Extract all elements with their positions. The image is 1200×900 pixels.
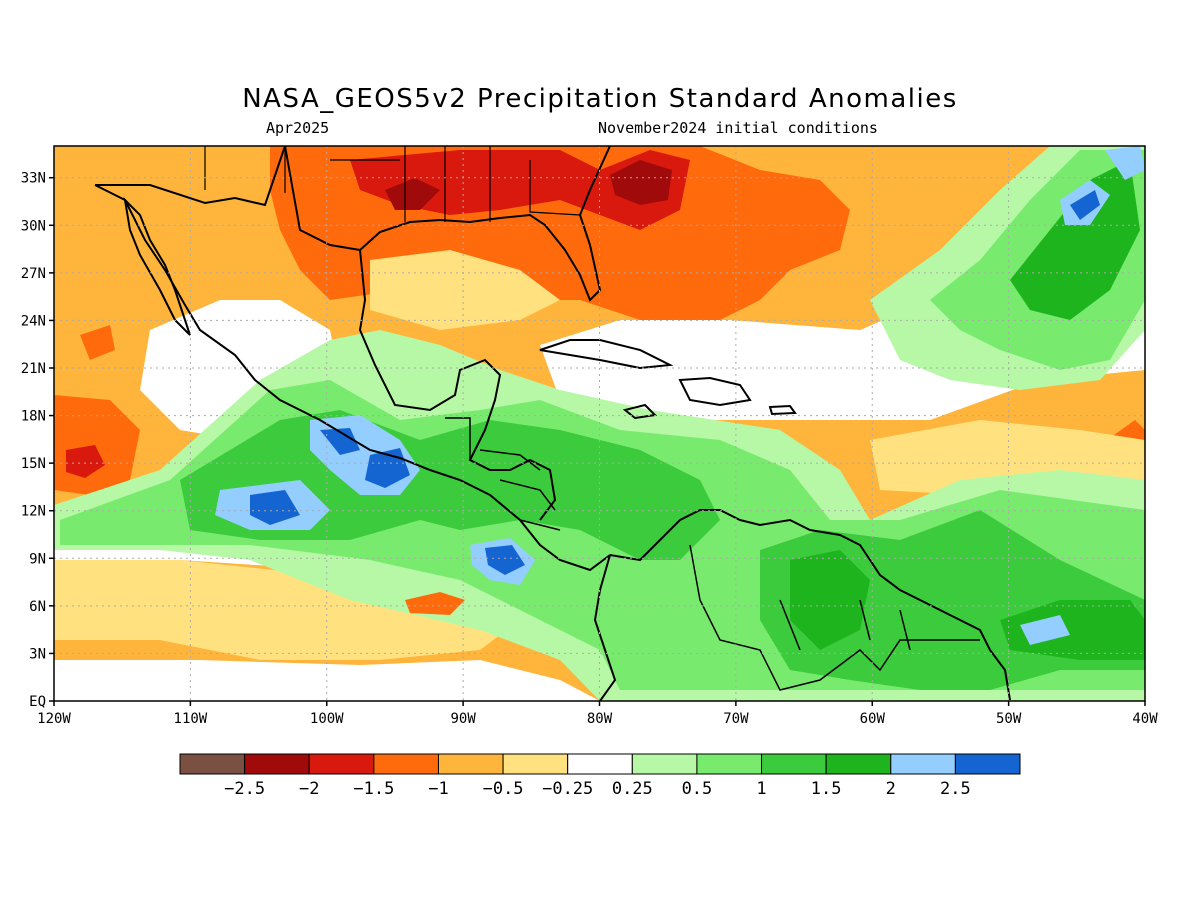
colorbar-label: −1	[428, 779, 448, 799]
lat-tick-label: 27N	[21, 266, 46, 282]
border-central-america	[445, 417, 561, 531]
anomaly-region-lightblue-atlantic-33n	[1105, 146, 1145, 180]
colorbar-swatch	[567, 753, 633, 775]
anomaly-region-darkred-georgia	[610, 160, 672, 205]
colorbar-swatch	[825, 753, 892, 775]
lat-tick-label: 33N	[21, 171, 46, 187]
coastline-south-america-north	[609, 509, 1011, 701]
anomaly-region-orange-pacific-6n	[405, 592, 465, 615]
colorbar-label: 2.5	[940, 779, 971, 799]
colorbar-label: −0.25	[542, 779, 593, 799]
anomaly-region-blue-panama-bight	[485, 545, 525, 575]
lat-tick-label: 18N	[21, 409, 46, 425]
colorbar-swatch	[761, 753, 827, 775]
border-south-america	[689, 544, 980, 691]
colorbar-swatch	[954, 753, 1021, 775]
lon-tick-label: 50W	[996, 711, 1022, 727]
anomaly-region-darkgreen-guiana	[790, 550, 870, 650]
lat-tick-label: 24N	[21, 313, 46, 329]
anomaly-region-red-pacific-15n	[66, 445, 105, 478]
colorbar-swatch	[890, 753, 956, 775]
anomaly-region-darkgreen-amazon-mouth	[1000, 600, 1145, 660]
gridlines	[54, 146, 1145, 701]
lat-tick-label: 9N	[29, 551, 46, 567]
colorbar-label: 1	[756, 779, 766, 799]
colorbar: −2.5 −2 −1.5 −1 −0.5 −0.25 0.25 0.5 1 1.5 2 2.5	[179, 753, 1021, 799]
anomaly-region-darkgreen-atlantic	[1010, 160, 1140, 320]
lat-tick-label: EQ	[29, 694, 46, 710]
lon-tick-label: 120W	[37, 711, 71, 727]
anomaly-region-blue-gulf-tehuantepec	[320, 428, 410, 488]
border-us-mexico	[95, 146, 286, 207]
colorbar-label: 1.5	[811, 779, 842, 799]
colorbar-swatch	[179, 753, 246, 775]
lon-tick-label: 70W	[723, 711, 749, 727]
lon-tick-label: 40W	[1132, 711, 1158, 727]
colorbar-label: −2	[299, 779, 319, 799]
colorbar-swatch	[631, 753, 698, 775]
colorbar-swatch	[244, 753, 310, 775]
lat-tick-label: 30N	[21, 218, 46, 234]
anomaly-region-blue-east-pacific	[250, 490, 300, 525]
colorbar-label: 0.5	[682, 779, 713, 799]
coastline-cuba	[539, 339, 674, 370]
lat-tick-label: 3N	[29, 646, 46, 662]
lon-tick-label: 80W	[587, 711, 613, 727]
colorbar-swatch	[373, 753, 439, 775]
coastlines	[94, 146, 1011, 701]
border-us-states	[204, 146, 581, 222]
anomaly-region-red-se-us	[350, 150, 690, 230]
anomaly-region-blue-atlantic-31n	[1070, 190, 1100, 220]
initial-conditions-label: November2024 initial conditions	[598, 119, 878, 137]
lon-tick-label: 60W	[860, 711, 886, 727]
longitude-axis: 120W 110W 100W 90W 80W 70W 60W 50W 40W	[37, 701, 1158, 727]
coastline-gulf-of-mexico	[284, 146, 557, 521]
colorbar-label: 2	[886, 779, 896, 799]
lon-tick-label: 90W	[450, 711, 476, 727]
coastline-south-america-pacific	[593, 554, 617, 701]
coastline-us-gulf	[359, 146, 611, 302]
lon-tick-label: 110W	[174, 711, 208, 727]
colorbar-swatch	[308, 753, 375, 775]
lat-tick-label: 15N	[21, 456, 46, 472]
colorbar-swatch	[696, 753, 763, 775]
coastline-hispaniola	[678, 376, 752, 407]
colorbar-label: −1.5	[353, 779, 394, 799]
anomaly-region-yellow-gulf	[370, 250, 560, 330]
lat-tick-label: 21N	[21, 361, 46, 377]
lat-tick-label: 12N	[21, 504, 46, 520]
colorbar-label: 0.25	[612, 779, 653, 799]
coastline-baja-california	[123, 197, 191, 336]
forecast-month-label: Apr2025	[266, 119, 330, 137]
lon-tick-label: 100W	[310, 711, 344, 727]
coastline-puerto-rico	[768, 404, 797, 416]
colorbar-swatch	[437, 753, 504, 775]
colorbar-label: −0.5	[483, 779, 524, 799]
colorbar-label: −2.5	[224, 779, 265, 799]
lat-tick-label: 6N	[29, 599, 46, 615]
map-title: NASA_GEOS5v2 Precipitation Standard Anom…	[242, 84, 958, 114]
colorbar-swatch	[502, 753, 569, 775]
anomaly-region-darkred-alabama	[385, 178, 440, 210]
anomaly-region-lightblue-amazon-mouth	[1020, 615, 1070, 645]
latitude-axis: EQ 3N 6N 9N 12N 15N 18N 21N 24N 27N 30N 33N	[21, 171, 54, 710]
anomaly-region-orange-pacific-24n	[80, 325, 115, 360]
